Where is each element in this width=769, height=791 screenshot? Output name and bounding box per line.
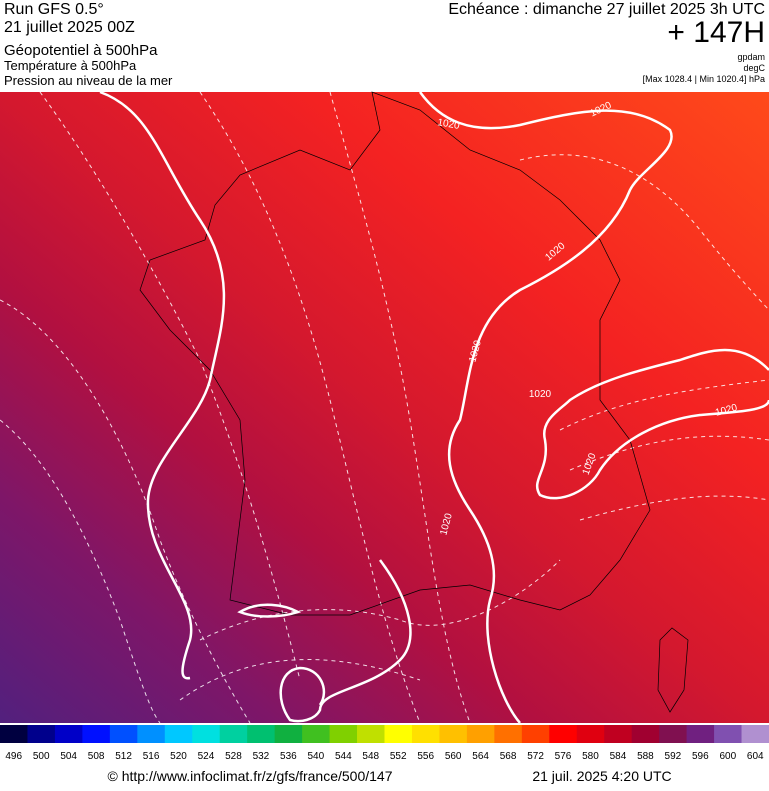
color-swatch <box>54 725 83 743</box>
color-swatch <box>631 725 660 743</box>
color-swatch <box>549 725 578 743</box>
field: Pression au niveau de la mer <box>4 73 173 88</box>
colorbar-label: 536 <box>280 751 297 762</box>
colorbar-label: 540 <box>307 751 324 762</box>
unit: degC <box>743 63 765 73</box>
color-swatch <box>219 725 248 743</box>
color-swatch <box>494 725 523 743</box>
color-swatch <box>27 725 56 743</box>
run: Run GFS 0.5° <box>4 1 104 18</box>
unit: gpdam <box>737 52 765 62</box>
colorbar-label: 496 <box>5 751 22 762</box>
source-url: © http://www.infoclimat.fr/z/gfs/france/… <box>108 768 393 784</box>
color-swatch <box>714 725 743 743</box>
color-swatch <box>466 725 495 743</box>
color-swatch <box>576 725 605 743</box>
colorbar-label: 528 <box>225 751 242 762</box>
color-swatch <box>521 725 550 743</box>
contour-label: 1020 <box>437 117 461 132</box>
colorbar: 496 500 504 508 512 516 520 524 528 532 536 540 544 5… <box>0 725 769 762</box>
colorbar-label: 544 <box>335 751 352 762</box>
isobars <box>99 90 769 724</box>
color-swatch <box>137 725 166 743</box>
colorbar-label: 568 <box>500 751 517 762</box>
echeance: Echéance : dimanche 27 juillet 2025 3h U… <box>448 1 765 18</box>
colorbar-label: 572 <box>527 751 544 762</box>
color-swatch <box>384 725 413 743</box>
color-swatch <box>302 725 331 743</box>
colorbar-label: 500 <box>33 751 50 762</box>
colorbar-label: 516 <box>143 751 160 762</box>
colorbar-label: 504 <box>60 751 77 762</box>
lead-time: + 147H <box>667 16 765 49</box>
colorbar-label: 524 <box>198 751 215 762</box>
colorbar-label: 596 <box>692 751 709 762</box>
colorbar-label: 604 <box>747 751 764 762</box>
colorbar-label: 588 <box>637 751 654 762</box>
field-background <box>0 92 769 723</box>
colorbar-label: 556 <box>417 751 434 762</box>
color-swatch <box>604 725 633 743</box>
colorbar-label: 584 <box>610 751 627 762</box>
color-swatch <box>411 725 440 743</box>
color-swatch <box>82 725 111 743</box>
color-swatch <box>357 725 385 743</box>
colorbar-label: 548 <box>362 751 379 762</box>
contour-label: 1020 <box>529 389 552 400</box>
color-swatch <box>0 725 28 743</box>
colorbar-label: 552 <box>390 751 407 762</box>
field: Température à 500hPa <box>4 58 137 73</box>
colorbar-label: 508 <box>88 751 105 762</box>
colorbar-label: 512 <box>115 751 132 762</box>
color-swatch <box>741 725 769 743</box>
colorbar-label: 560 <box>445 751 462 762</box>
color-swatch <box>192 725 221 743</box>
field: Géopotentiel à 500hPa <box>4 42 158 59</box>
color-swatch <box>686 725 715 743</box>
color-swatch <box>439 725 468 743</box>
colorbar-label: 532 <box>253 751 270 762</box>
colorbar-label: 600 <box>719 751 736 762</box>
coastline <box>139 91 689 713</box>
colorbar-label: 520 <box>170 751 187 762</box>
color-swatch <box>164 725 193 743</box>
map <box>0 90 769 724</box>
color-swatch <box>109 725 138 743</box>
colorbar-label: 564 <box>472 751 489 762</box>
colorbar-label: 576 <box>555 751 572 762</box>
run-date: 21 juillet 2025 00Z <box>4 19 135 36</box>
color-swatch <box>247 725 276 743</box>
colorbar-label: 592 <box>665 751 682 762</box>
timestamp: 21 juil. 2025 4:20 UTC <box>532 768 671 784</box>
range: [Max 1028.4 | Min 1020.4] hPa <box>643 74 765 84</box>
color-swatch <box>274 725 303 743</box>
color-swatch <box>659 725 688 743</box>
color-swatch <box>329 725 358 743</box>
colorbar-label: 580 <box>582 751 599 762</box>
